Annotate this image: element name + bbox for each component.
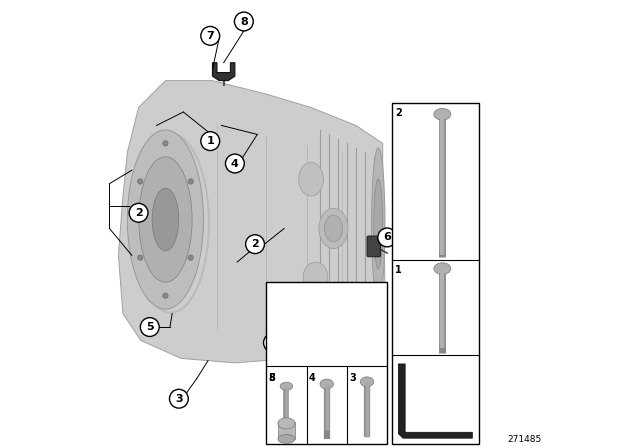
Text: 6: 6 [383, 233, 391, 242]
Circle shape [140, 318, 159, 336]
Text: 2: 2 [134, 208, 143, 218]
Bar [278, 422, 295, 439]
Circle shape [264, 333, 282, 352]
Ellipse shape [320, 379, 333, 389]
Text: 3: 3 [175, 394, 182, 404]
Ellipse shape [360, 377, 374, 387]
Text: 4: 4 [231, 159, 239, 168]
Polygon shape [212, 63, 235, 81]
Ellipse shape [280, 382, 292, 390]
Bar [392, 103, 479, 444]
Circle shape [246, 235, 264, 254]
Text: 7: 7 [206, 31, 214, 41]
Ellipse shape [371, 148, 385, 300]
Ellipse shape [152, 188, 179, 251]
Text: 5: 5 [146, 322, 154, 332]
Ellipse shape [139, 157, 192, 282]
Text: 2: 2 [251, 239, 259, 249]
Text: 4: 4 [309, 373, 316, 383]
Ellipse shape [434, 108, 451, 120]
Text: 1: 1 [206, 136, 214, 146]
Circle shape [163, 293, 168, 298]
Ellipse shape [434, 263, 451, 275]
Ellipse shape [278, 435, 295, 444]
Circle shape [188, 255, 193, 260]
Ellipse shape [374, 179, 383, 269]
Circle shape [201, 26, 220, 45]
Circle shape [129, 203, 148, 222]
Ellipse shape [127, 130, 204, 309]
Ellipse shape [278, 418, 295, 429]
Circle shape [201, 132, 220, 151]
Text: 3: 3 [349, 373, 356, 383]
Circle shape [138, 179, 143, 184]
Text: 1: 1 [396, 265, 402, 275]
Text: 5: 5 [269, 373, 275, 383]
Circle shape [378, 228, 397, 247]
Text: 3: 3 [269, 338, 276, 348]
Circle shape [188, 179, 193, 184]
Polygon shape [398, 364, 472, 438]
Circle shape [234, 12, 253, 31]
Text: 271485: 271485 [508, 435, 541, 444]
Bar [266, 282, 387, 444]
Circle shape [170, 389, 188, 408]
Circle shape [225, 154, 244, 173]
Circle shape [163, 141, 168, 146]
Circle shape [138, 255, 143, 260]
Ellipse shape [324, 215, 342, 242]
Ellipse shape [319, 208, 348, 249]
Polygon shape [118, 81, 385, 363]
Ellipse shape [299, 162, 323, 196]
Text: 2: 2 [396, 108, 402, 118]
Text: 8: 8 [269, 373, 275, 383]
FancyBboxPatch shape [367, 236, 380, 257]
Ellipse shape [303, 262, 328, 293]
Text: 8: 8 [240, 17, 248, 26]
